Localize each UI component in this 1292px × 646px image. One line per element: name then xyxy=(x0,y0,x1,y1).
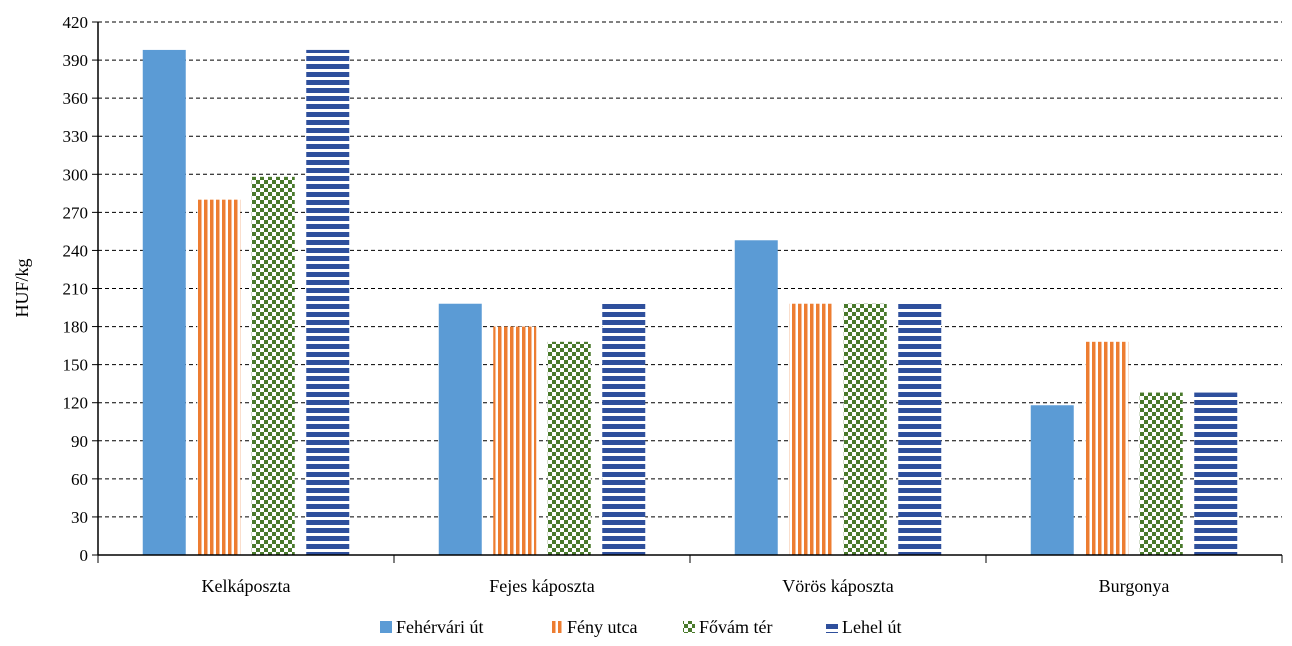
y-tick-label: 210 xyxy=(63,280,89,299)
y-axis-title: HUF/kg xyxy=(12,258,32,317)
bar-Fehérvári út-Vörös káposzta xyxy=(734,240,778,555)
bar-Fehérvári út-Kelkáposzta xyxy=(142,49,186,556)
legend: Fehérvári út Fény utca Fővám tér Lehel út xyxy=(380,617,901,637)
legend-label: Fővám tér xyxy=(699,617,773,637)
legend-swatch-Fehérvári út xyxy=(380,621,392,633)
legend-swatch-Lehel út xyxy=(826,621,838,633)
gridlines xyxy=(98,21,1282,518)
bar-Fehérvári út-Fejes káposzta xyxy=(438,303,482,555)
bar-Fővám tér-Fejes káposzta xyxy=(547,341,591,555)
bar-Fény utca-Vörös káposzta xyxy=(789,303,833,555)
bar-Fővám tér-Burgonya xyxy=(1139,392,1183,555)
y-tick-label: 30 xyxy=(71,508,88,527)
bars xyxy=(142,49,1238,556)
y-tick-label: 330 xyxy=(63,127,89,146)
y-tick-label: 420 xyxy=(63,13,89,32)
y-tick-label: 0 xyxy=(80,546,89,565)
x-tick-label: Fejes káposzta xyxy=(489,576,594,596)
legend-swatch-Fény utca xyxy=(551,621,563,633)
y-tick-label: 90 xyxy=(71,432,88,451)
y-tick-label: 60 xyxy=(71,470,88,489)
legend-label: Fehérvári út xyxy=(396,617,483,637)
bar-Lehel út-Burgonya xyxy=(1194,392,1238,555)
y-tick-label: 180 xyxy=(63,318,89,337)
bar-Fővám tér-Vörös káposzta xyxy=(843,303,887,555)
bar-Fővám tér-Kelkáposzta xyxy=(251,176,295,556)
y-tick-label: 390 xyxy=(63,51,89,70)
bar-Lehel út-Vörös káposzta xyxy=(898,303,942,555)
axes xyxy=(92,21,1283,563)
bar-Fény utca-Kelkáposzta xyxy=(197,199,241,555)
x-tick-label: Kelkáposzta xyxy=(202,576,291,596)
bar-Fény utca-Burgonya xyxy=(1085,341,1129,555)
y-tick-label: 240 xyxy=(63,241,89,260)
bar-Lehel út-Kelkáposzta xyxy=(306,49,350,556)
legend-label: Lehel út xyxy=(842,617,901,637)
x-tick-label: Burgonya xyxy=(1099,576,1170,596)
y-tick-label: 360 xyxy=(63,89,89,108)
y-tick-label: 120 xyxy=(63,394,89,413)
legend-label: Fény utca xyxy=(567,617,637,637)
bar-Lehel út-Fejes káposzta xyxy=(602,303,646,555)
legend-swatch-Fővám tér xyxy=(683,621,695,633)
y-tick-label: 270 xyxy=(63,203,89,222)
bar-Fény utca-Fejes káposzta xyxy=(493,326,537,555)
y-tick-label: 300 xyxy=(63,165,89,184)
bar-Fehérvári út-Burgonya xyxy=(1030,405,1074,555)
tick-labels: 0 30 60 90 120 150 180 210 240 270 300 330 360 390 420… xyxy=(63,13,1170,596)
y-tick-label: 150 xyxy=(63,356,89,375)
x-tick-label: Vörös káposzta xyxy=(782,576,893,596)
